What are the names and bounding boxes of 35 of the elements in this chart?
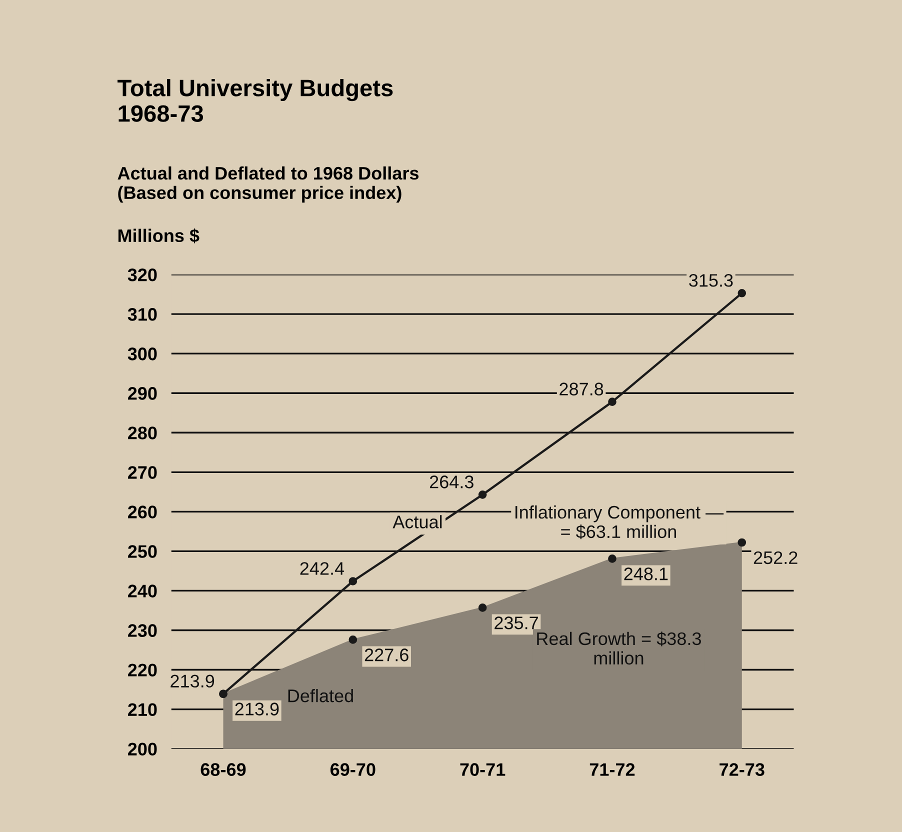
x-tick-label: 68-69 [200,763,246,776]
y-axis-title: Millions $ [118,228,200,244]
y-tick-label: 210 [128,703,157,716]
series-label: Actual [392,515,442,528]
data-label: 264.3 [430,476,474,488]
y-tick-label: 200 [128,742,157,756]
x-tick-label: 71-72 [590,763,635,776]
y-tick-label: 250 [128,545,157,558]
y-tick-label: 270 [128,466,157,479]
y-tick-label: 260 [128,506,157,518]
y-tick-label: 290 [128,387,157,400]
data-label: 242.4 [300,562,344,575]
data-label: 252.2 [754,551,798,564]
data-label: 248.1 [624,568,668,580]
y-tick-label: 230 [128,624,157,637]
chart-title: Total University Budgets 1968-73 [118,79,393,122]
data-label: 287.8 [560,382,604,396]
y-tick-label: 240 [128,584,157,598]
y-tick-label: 300 [128,348,157,360]
data-label: 213.9 [235,702,279,716]
x-tick-label: 69-70 [330,763,376,776]
y-tick-label: 320 [128,268,157,282]
data-label: 315.3 [689,274,733,287]
chart-subtitle: Actual and Deflated to 1968 Dollars (Based on consumer price index) [118,166,419,203]
data-label: 235.7 [494,616,538,630]
x-tick-label: 70-71 [460,763,506,776]
y-tick-label: 220 [128,664,157,676]
data-label: 213.9 [170,674,214,688]
series-label: Deflated [288,689,353,702]
y-tick-label: 280 [128,426,157,440]
annotation: Real Growth = $38.3 million [537,632,701,665]
x-tick-label: 72-73 [720,763,764,776]
annotation: Inflationary Component — = $63.1 million [516,505,724,540]
data-label: 227.6 [364,648,408,662]
y-tick-label: 310 [128,308,157,321]
